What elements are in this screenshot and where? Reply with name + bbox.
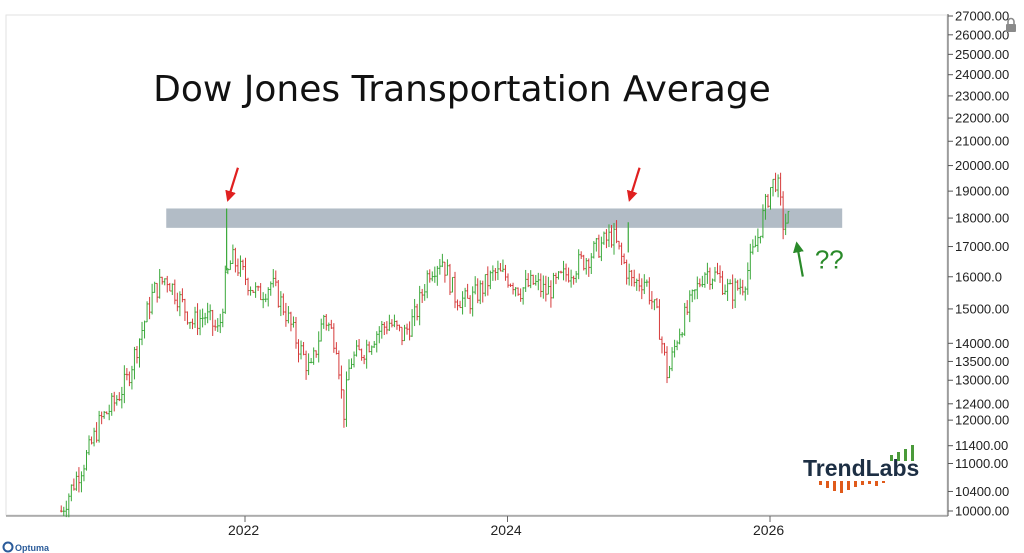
optuma-logo-icon: [2, 541, 14, 553]
x-tick-label: 2026: [753, 522, 784, 538]
x-tick-label: 2024: [491, 522, 522, 538]
optuma-watermark: Optuma: [2, 541, 50, 553]
logo-bar-green: [897, 452, 900, 461]
y-tick-label: 13000.00: [955, 373, 1009, 388]
logo-bar-orange: [840, 481, 843, 493]
y-tick-label: 16000.0: [955, 269, 1002, 284]
trendlabs-logo: TrendLabs: [803, 445, 919, 493]
green-arrow-annotation: [792, 241, 804, 277]
y-tick-label: 12000.00: [955, 413, 1009, 428]
y-tick-label: 11400.00: [955, 438, 1008, 453]
logo-bar-orange: [847, 481, 850, 490]
logo-bar-orange: [861, 481, 864, 485]
logo-bar-orange: [833, 481, 836, 491]
x-axis: 2022 2024 2026: [228, 516, 784, 538]
optuma-label: Optuma: [15, 543, 50, 553]
plot-frame: [5, 14, 948, 516]
y-tick-label: 19000.00: [955, 184, 1009, 199]
y-tick-label: 26000.00: [955, 27, 1009, 42]
chart-title: Dow Jones Transportation Average: [153, 69, 771, 110]
lock-icon[interactable]: [1006, 17, 1016, 33]
logo-bar-orange: [819, 481, 822, 485]
logo-bars-top: [890, 445, 914, 461]
y-tick-label: 15000.00: [955, 301, 1009, 316]
question-marks-annotation: ??: [815, 245, 844, 275]
y-tick-label: 12400.00: [955, 396, 1009, 411]
y-tick-label: 24000.00: [955, 67, 1009, 82]
y-tick-label: 27000.00: [955, 9, 1009, 24]
red-arrow-annotation: [225, 167, 239, 202]
y-axis: 27000.00 26000.00 25000.00 24000.00 23000.00…: [948, 9, 1009, 519]
x-tick-label: 2022: [228, 522, 259, 538]
logo-bar-green: [890, 455, 893, 461]
resistance-band: [166, 208, 843, 228]
logo-bar-orange: [854, 481, 857, 487]
y-tick-label: 11000.00: [955, 456, 1008, 471]
logo-bar-orange: [882, 481, 885, 483]
y-tick-label: 23000.00: [955, 88, 1009, 103]
logo-bar-orange: [868, 481, 871, 484]
y-tick-label: 25000.00: [955, 47, 1009, 62]
candles-layer: [60, 172, 790, 518]
y-tick-label: 10400.00: [955, 484, 1009, 499]
annotations-layer: ??: [225, 167, 844, 277]
resistance-band-layer: [166, 208, 843, 228]
y-tick-label: 20000.00: [955, 158, 1009, 173]
y-tick-label: 17000.00: [955, 239, 1009, 254]
y-tick-label: 21000.00: [955, 134, 1009, 149]
logo-bar-green: [904, 449, 907, 461]
y-tick-label: 14000.00: [955, 336, 1009, 351]
red-arrow-annotation: [626, 167, 641, 202]
y-tick-label: 10000.00: [955, 504, 1009, 519]
trendlabs-logo-text: TrendLabs: [803, 455, 919, 481]
logo-bars-bottom: [819, 481, 885, 493]
logo-bar-orange: [826, 481, 829, 488]
y-tick-label: 18000.00: [955, 211, 1009, 226]
logo-bar-green: [911, 445, 914, 461]
y-tick-label: 13500.00: [955, 354, 1009, 369]
y-tick-label: 22000.00: [955, 111, 1009, 126]
logo-bar-orange: [875, 481, 878, 486]
